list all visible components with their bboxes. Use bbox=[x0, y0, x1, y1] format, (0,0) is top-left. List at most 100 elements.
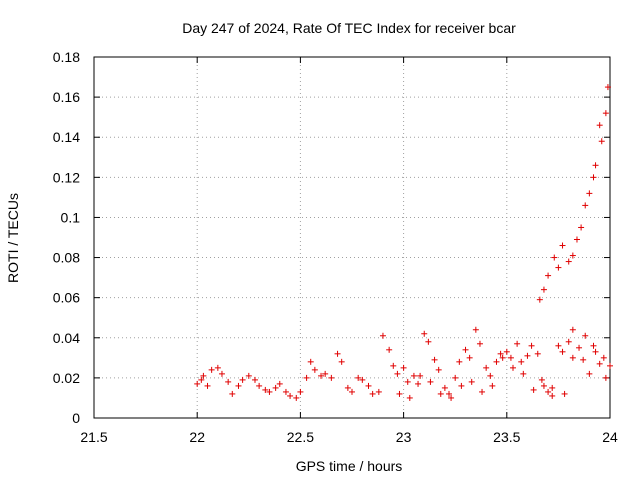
data-point bbox=[520, 370, 527, 377]
data-point bbox=[293, 394, 300, 401]
data-point bbox=[590, 342, 597, 349]
data-point bbox=[208, 366, 215, 373]
data-point bbox=[214, 364, 221, 371]
data-point bbox=[303, 374, 310, 381]
data-point bbox=[245, 372, 252, 379]
data-point bbox=[582, 332, 589, 339]
data-point bbox=[509, 364, 516, 371]
data-point bbox=[355, 374, 362, 381]
data-point bbox=[266, 388, 273, 395]
data-point bbox=[322, 370, 329, 377]
data-point bbox=[573, 236, 580, 243]
data-point bbox=[229, 390, 236, 397]
data-point bbox=[602, 374, 609, 381]
data-point bbox=[540, 382, 547, 389]
gridlines bbox=[94, 57, 610, 418]
data-point bbox=[569, 326, 576, 333]
data-point bbox=[225, 378, 232, 385]
data-point bbox=[514, 340, 521, 347]
data-point bbox=[596, 360, 603, 367]
x-tick-label: 23.5 bbox=[493, 429, 520, 445]
data-point bbox=[578, 224, 585, 231]
data-point bbox=[530, 386, 537, 393]
data-point bbox=[417, 372, 424, 379]
data-point bbox=[435, 366, 442, 373]
data-point bbox=[375, 388, 382, 395]
data-point bbox=[468, 378, 475, 385]
data-point bbox=[586, 190, 593, 197]
data-point bbox=[318, 372, 325, 379]
data-point bbox=[431, 356, 438, 363]
data-point bbox=[576, 344, 583, 351]
data-point bbox=[365, 382, 372, 389]
data-point bbox=[607, 362, 613, 369]
data-point bbox=[415, 380, 422, 387]
axis-ticks bbox=[93, 56, 611, 419]
data-point bbox=[328, 374, 335, 381]
data-point bbox=[256, 382, 263, 389]
data-point bbox=[311, 366, 318, 373]
data-point bbox=[596, 122, 603, 129]
data-point bbox=[590, 174, 597, 181]
data-point bbox=[536, 296, 543, 303]
y-tick-label: 0.14 bbox=[53, 129, 80, 145]
y-tick-label: 0.02 bbox=[53, 370, 80, 386]
data-point bbox=[400, 364, 407, 371]
data-point bbox=[410, 372, 417, 379]
data-point bbox=[534, 350, 541, 357]
data-point bbox=[396, 390, 403, 397]
data-point bbox=[580, 356, 587, 363]
data-point bbox=[487, 372, 494, 379]
y-tick-label: 0.08 bbox=[53, 250, 80, 266]
x-axis-label: GPS time / hours bbox=[296, 458, 403, 474]
data-point bbox=[452, 374, 459, 381]
data-point bbox=[441, 384, 448, 391]
data-point bbox=[334, 350, 341, 357]
data-point bbox=[386, 346, 393, 353]
data-point bbox=[369, 390, 376, 397]
data-point bbox=[489, 382, 496, 389]
data-point bbox=[493, 358, 500, 365]
data-point bbox=[194, 380, 201, 387]
data-point bbox=[549, 384, 556, 391]
data-point bbox=[198, 376, 205, 383]
data-point bbox=[272, 384, 279, 391]
plot-frame bbox=[93, 56, 611, 419]
data-point bbox=[592, 348, 599, 355]
data-point bbox=[598, 138, 605, 145]
y-tick-label: 0 bbox=[72, 410, 80, 426]
data-point bbox=[483, 364, 490, 371]
data-point bbox=[559, 348, 566, 355]
data-point bbox=[602, 110, 609, 117]
data-point bbox=[528, 342, 535, 349]
y-tick-label: 0.12 bbox=[53, 169, 80, 185]
data-point bbox=[586, 370, 593, 377]
data-point bbox=[604, 84, 611, 91]
y-tick-label: 0.1 bbox=[61, 209, 81, 225]
x-tick-label: 22.5 bbox=[287, 429, 314, 445]
x-tick-label: 22 bbox=[189, 429, 205, 445]
data-point bbox=[204, 382, 211, 389]
x-tick-label: 24 bbox=[602, 429, 618, 445]
data-point bbox=[239, 376, 246, 383]
data-point bbox=[549, 392, 556, 399]
x-tick-label: 23 bbox=[396, 429, 412, 445]
tick-labels: 21.5 22 22.5 23 23.5 24 0 0.02 0.04 0.06 0.08 0.1 0.… bbox=[53, 49, 618, 445]
data-point bbox=[476, 340, 483, 347]
data-point bbox=[497, 350, 504, 357]
data-point bbox=[545, 388, 552, 395]
data-point bbox=[540, 286, 547, 293]
data-point bbox=[569, 252, 576, 259]
data-point bbox=[307, 358, 314, 365]
data-points bbox=[194, 84, 613, 401]
data-point bbox=[218, 370, 225, 377]
data-point bbox=[287, 392, 294, 399]
data-point bbox=[394, 370, 401, 377]
data-point bbox=[404, 378, 411, 385]
data-point bbox=[421, 330, 428, 337]
data-point bbox=[406, 394, 413, 401]
data-point bbox=[262, 386, 269, 393]
chart-title: Day 247 of 2024, Rate Of TEC Index for r… bbox=[182, 20, 516, 36]
data-point bbox=[524, 352, 531, 359]
